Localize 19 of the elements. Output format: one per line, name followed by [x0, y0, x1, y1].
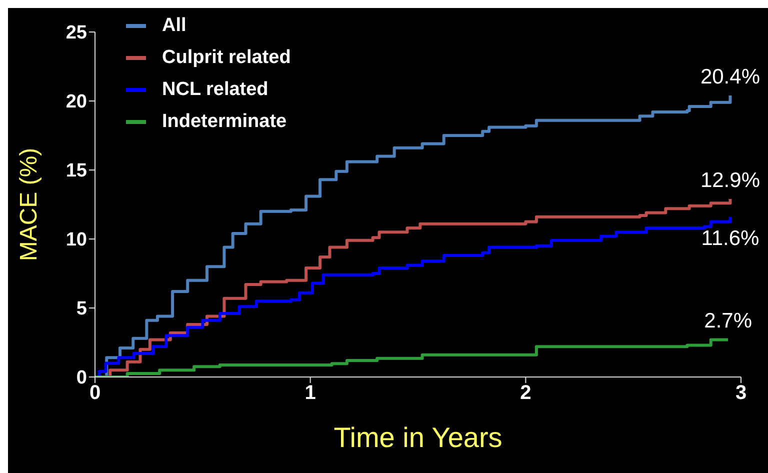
x-tick-label: 1	[304, 382, 316, 404]
y-tick-label: 5	[76, 298, 88, 320]
legend-label: All	[162, 15, 186, 37]
y-tick-label: 20	[66, 92, 87, 113]
legend-label: NCL related	[162, 79, 268, 101]
data-label: 11.6%	[701, 226, 760, 250]
data-label: 12.9%	[700, 168, 760, 192]
y-tick-label: 25	[66, 22, 88, 44]
data-label: 20.4%	[700, 65, 760, 88]
x-tick-label: 2	[520, 382, 532, 404]
y-axis-title: MACE (%)	[16, 148, 43, 262]
legend-label: Culprit related	[162, 47, 291, 69]
legend-label: Indeterminate	[162, 111, 287, 133]
data-label: 2.7%	[704, 310, 752, 333]
y-tick-label: 10	[66, 230, 87, 251]
y-tick-label: 15	[66, 160, 88, 182]
x-axis-title: Time in Years	[334, 422, 502, 453]
x-tick-label: 3	[735, 382, 747, 404]
y-tick-label: 0	[76, 368, 87, 389]
